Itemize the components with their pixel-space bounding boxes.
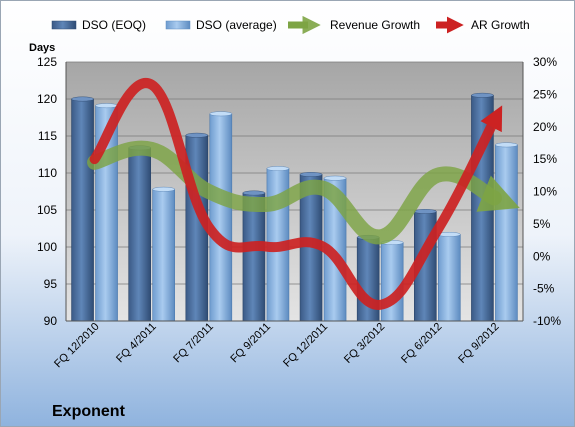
bar-dso-average-5	[380, 242, 404, 322]
y-right-tick-3: 5%	[533, 217, 551, 231]
bar-top-dso-average-1	[152, 186, 175, 192]
y-left-tick-1: 95	[44, 277, 58, 291]
bar-top-dso-eoq-2	[185, 132, 209, 138]
y-left-tick-4: 110	[38, 166, 57, 180]
legend-item-dso-eoq: DSO (EOQ)	[51, 18, 146, 32]
y-left-tick-5: 115	[38, 129, 57, 143]
bar-dso-average-6	[438, 234, 461, 322]
legend-label-dso-average: DSO (average)	[196, 18, 277, 32]
legend-item-ar-growth: AR Growth	[436, 16, 530, 34]
y-left-axis-label: Days	[29, 42, 55, 54]
y-right-tick-7: 25%	[533, 87, 557, 101]
y-right-tick-6: 20%	[533, 120, 557, 134]
y-right-tick-1: -5%	[533, 282, 555, 296]
y-left-tick-labels: 90 95 100 105 110 115 120 125	[37, 55, 57, 328]
line-ar-growth	[89, 78, 503, 310]
y-left-tick-3: 105	[37, 203, 57, 217]
legend-label-revenue-growth: Revenue Growth	[330, 18, 420, 32]
bar-dso-eoq-0	[71, 98, 94, 322]
y-right-tick-labels: -10% -5% 0% 5% 10% 15% 20% 25% 30%	[533, 55, 561, 328]
y-left-tick-7: 125	[37, 55, 57, 69]
bar-top-dso-eoq-3	[242, 190, 266, 196]
legend-swatch-dso-average	[165, 20, 191, 30]
y-left-tick-2: 100	[37, 240, 57, 254]
bar-dso-average-1	[152, 188, 175, 322]
bar-top-dso-average-4	[323, 175, 347, 181]
bar-top-dso-eoq-7	[471, 92, 494, 98]
legend-swatch-dso-eoq	[51, 20, 77, 30]
y-left-tick-6: 120	[37, 92, 57, 106]
line-revenue-growth	[87, 140, 520, 245]
legend: DSO (EOQ) DSO (average) Revenue Growth A…	[51, 15, 530, 35]
y-right-tick-8: 30%	[533, 55, 557, 69]
bars	[71, 92, 518, 322]
legend-item-dso-average: DSO (average)	[165, 18, 277, 32]
y-right-tick-2: 0%	[533, 249, 551, 263]
bar-top-dso-eoq-4	[299, 172, 323, 177]
y-right-tick-5: 15%	[533, 152, 557, 166]
bar-dso-eoq-1	[128, 147, 151, 322]
legend-label-ar-growth: AR Growth	[471, 18, 530, 32]
bar-top-dso-eoq-6	[414, 209, 437, 214]
bar-top-dso-eoq-0	[71, 96, 94, 102]
bar-top-dso-average-7	[495, 142, 518, 148]
y-right-tick-4: 10%	[533, 185, 557, 199]
bar-dso-average-2	[209, 113, 233, 322]
bar-top-dso-average-2	[209, 111, 233, 117]
trend-lines	[87, 78, 520, 310]
legend-item-revenue-growth: Revenue Growth	[288, 15, 420, 35]
y-right-tick-0: -10%	[533, 314, 561, 328]
bar-top-dso-average-0	[95, 103, 118, 109]
bar-dso-average-7	[495, 144, 518, 322]
bar-dso-eoq-3	[242, 192, 266, 322]
legend-label-dso-eoq: DSO (EOQ)	[82, 18, 146, 32]
company-name: Exponent	[52, 403, 126, 420]
y-left-tick-0: 90	[44, 314, 58, 328]
bar-top-dso-average-3	[266, 166, 290, 171]
